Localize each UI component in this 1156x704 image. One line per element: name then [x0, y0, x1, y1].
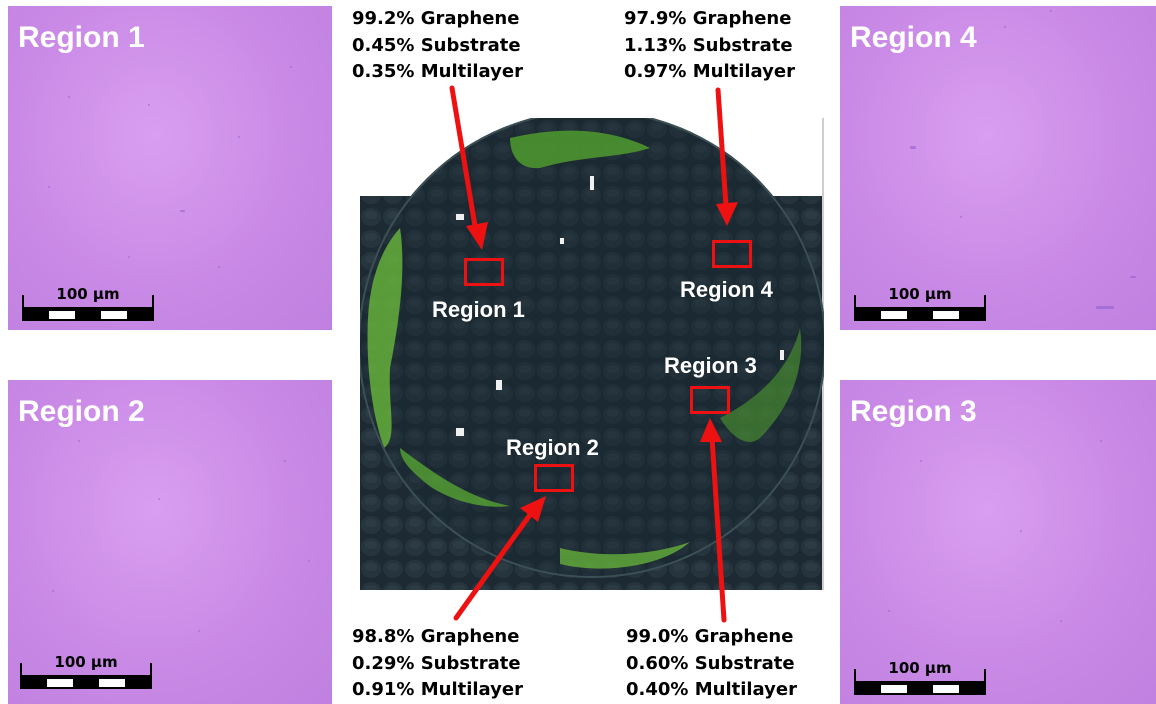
micrograph-region-2: Region 2 100 µm	[8, 380, 332, 704]
stat-graphene: 99.0% Graphene	[626, 626, 794, 647]
micrograph-region-4: Region 4 100 µm	[840, 6, 1156, 330]
region-2-label: Region 2	[506, 435, 599, 460]
scale-bar: 100 µm	[854, 660, 986, 696]
scale-bar: 100 µm	[20, 654, 152, 690]
region-1-box	[464, 258, 504, 286]
micrograph-region-1: Region 1 100 µm	[8, 6, 332, 330]
scale-bar-label: 100 µm	[888, 659, 952, 677]
region-2-box	[534, 464, 574, 492]
panel-title: Region 4	[850, 21, 977, 54]
stat-substrate: 1.13% Substrate	[624, 34, 793, 56]
micrograph-region-3: Region 3 100 µm	[840, 380, 1156, 704]
scale-bar: 100 µm	[22, 286, 154, 322]
region-1-label: Region 1	[432, 297, 525, 322]
wafer-photo: Region 1 Region 4 Region 3 Region 2	[360, 118, 824, 590]
region-3-label: Region 3	[664, 353, 757, 378]
scale-bar: 100 µm	[854, 286, 986, 322]
stat-multilayer: 0.35% Multilayer	[352, 61, 523, 82]
panel-title: Region 1	[18, 21, 145, 54]
stats-region-1: 99.2% Graphene 0.45% Substrate 0.35% Mul…	[352, 6, 523, 86]
scale-bar-label: 100 µm	[888, 285, 952, 303]
stat-multilayer: 0.40% Multilayer	[626, 679, 797, 700]
panel-title: Region 2	[18, 395, 145, 428]
stats-region-4: 97.9% Graphene 1.13% Substrate 0.97% Mul…	[624, 6, 795, 86]
scale-bar-label: 100 µm	[54, 653, 118, 671]
region-4-label: Region 4	[680, 277, 773, 302]
stat-multilayer: 0.91% Multilayer	[352, 679, 523, 700]
stat-substrate: 0.45% Substrate	[352, 34, 521, 56]
stat-substrate: 0.60% Substrate	[626, 652, 795, 674]
stat-multilayer: 0.97% Multilayer	[624, 61, 795, 82]
region-4-box	[712, 240, 752, 268]
panel-title: Region 3	[850, 395, 977, 428]
region-3-box	[690, 386, 730, 414]
stat-graphene: 99.2% Graphene	[352, 8, 520, 29]
stats-region-2: 98.8% Graphene 0.29% Substrate 0.91% Mul…	[352, 624, 523, 704]
stats-region-3: 99.0% Graphene 0.60% Substrate 0.40% Mul…	[626, 624, 797, 704]
stat-graphene: 97.9% Graphene	[624, 8, 792, 29]
stat-substrate: 0.29% Substrate	[352, 652, 521, 674]
scale-bar-label: 100 µm	[56, 285, 120, 303]
stat-graphene: 98.8% Graphene	[352, 626, 520, 647]
